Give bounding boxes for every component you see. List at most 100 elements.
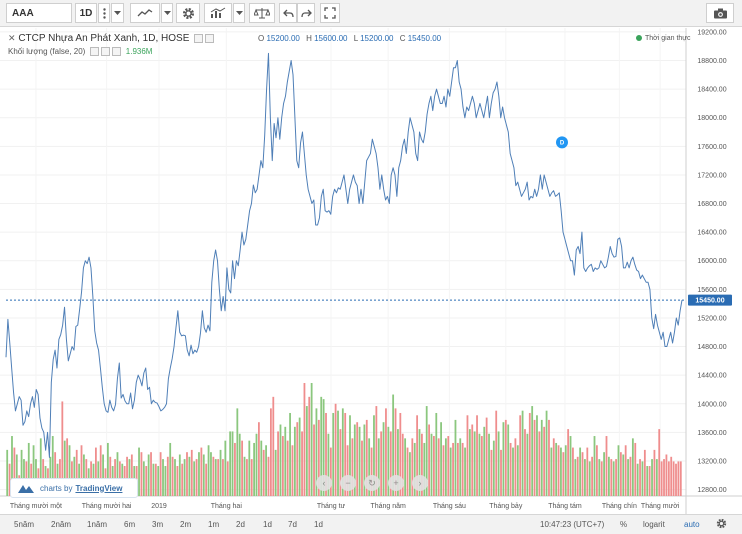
volume-bar xyxy=(198,452,200,496)
reset-chart-button[interactable]: ↻ xyxy=(364,475,380,491)
volume-bar xyxy=(507,424,510,496)
range-2d[interactable]: 2d xyxy=(236,520,245,529)
remove-volume-icon[interactable] xyxy=(111,47,121,57)
indicators-button[interactable] xyxy=(204,3,232,23)
price-tick-label: 19200.00 xyxy=(697,29,726,36)
collapse-legend-icon[interactable]: ✕ xyxy=(8,33,16,43)
range-5y[interactable]: 5năm xyxy=(14,520,35,529)
scroll-left-button[interactable]: ‹ xyxy=(316,475,332,491)
redo-button[interactable] xyxy=(297,3,315,23)
tradingview-link[interactable]: TradingView xyxy=(75,483,123,493)
symbol-search-input[interactable]: AAA xyxy=(6,3,72,23)
volume-bar xyxy=(564,445,567,496)
volume-bar xyxy=(667,461,670,496)
volume-bar xyxy=(651,459,653,496)
volume-bar xyxy=(653,449,656,496)
volume-bar xyxy=(174,459,176,496)
volume-bar xyxy=(454,419,457,496)
volume-bar xyxy=(401,433,404,496)
hide-series-icon[interactable] xyxy=(194,33,204,43)
price-chart[interactable]: 19200.00 18800.00 18400.00 18000.00 17600.00… xyxy=(0,28,742,516)
volume-bar xyxy=(334,403,337,496)
volume-bar xyxy=(346,445,349,496)
range-7d[interactable]: 7d xyxy=(288,520,297,529)
volume-settings-icon[interactable] xyxy=(100,47,110,57)
volume-bar xyxy=(473,431,476,496)
volume-bar xyxy=(183,459,186,496)
minus-icon: − xyxy=(345,478,351,488)
volume-bar xyxy=(404,438,407,496)
volume-bar xyxy=(377,438,380,496)
volume-bar xyxy=(243,456,246,496)
volume-bar xyxy=(356,422,359,496)
volume-bar xyxy=(207,445,210,496)
camera-icon xyxy=(713,8,727,18)
tradingview-branding[interactable]: charts by TradingView xyxy=(10,478,138,498)
interval-button[interactable]: 1D xyxy=(75,3,97,23)
volume-bar xyxy=(629,456,632,496)
volume-bar xyxy=(430,433,433,496)
volume-bar xyxy=(394,408,397,496)
volume-bar xyxy=(234,442,236,496)
chart-style-dropdown-button[interactable] xyxy=(161,3,173,23)
gear-icon[interactable] xyxy=(716,518,727,529)
range-2m[interactable]: 2m xyxy=(180,520,192,529)
volume-bar xyxy=(605,436,608,496)
volume-bar xyxy=(538,431,541,496)
range-2y[interactable]: 2năm xyxy=(51,520,72,529)
interval-dropdown-button[interactable] xyxy=(111,3,124,23)
auto-toggle[interactable]: auto xyxy=(684,520,700,529)
volume-bar xyxy=(399,412,402,496)
volume-bar xyxy=(413,442,416,496)
range-1d-intraday[interactable]: 1d xyxy=(314,520,323,529)
price-tick-label: 16800.00 xyxy=(697,201,726,208)
undo-button[interactable] xyxy=(279,3,297,23)
volume-bar xyxy=(416,415,419,496)
chart-style-button[interactable] xyxy=(130,3,160,23)
volume-bar xyxy=(545,410,548,496)
range-1y[interactable]: 1năm xyxy=(87,520,108,529)
volume-bar xyxy=(459,438,462,496)
range-3m[interactable]: 3m xyxy=(152,520,164,529)
volume-bar xyxy=(634,442,637,496)
chevron-left-icon: ‹ xyxy=(322,478,326,488)
snapshot-button[interactable] xyxy=(706,3,734,23)
volume-bar xyxy=(258,422,260,496)
volume-bar xyxy=(380,431,383,496)
tradingview-logo-icon xyxy=(18,485,34,493)
log-toggle[interactable]: logarit xyxy=(643,520,665,529)
volume-bar xyxy=(543,426,546,496)
volume-bar xyxy=(229,431,232,496)
time-tick-label: 2019 xyxy=(151,503,167,510)
volume-bar xyxy=(344,412,347,496)
compare-button[interactable] xyxy=(249,3,275,23)
volume-bar xyxy=(145,466,148,496)
reset-icon: ↻ xyxy=(368,477,376,488)
volume-bar xyxy=(178,454,181,496)
volume-bar xyxy=(627,459,629,496)
hide-volume-icon[interactable] xyxy=(89,47,99,57)
volume-bar xyxy=(610,459,613,496)
indicators-dropdown-button[interactable] xyxy=(233,3,245,23)
line-chart-icon xyxy=(137,9,153,17)
range-6m[interactable]: 6m xyxy=(124,520,136,529)
volume-bar xyxy=(646,466,649,496)
volume-bar xyxy=(301,431,303,496)
volume-bar xyxy=(557,445,560,496)
zoom-in-button[interactable]: + xyxy=(388,475,404,491)
price-tick-label: 17600.00 xyxy=(697,144,726,151)
range-1d[interactable]: 1d xyxy=(263,520,272,529)
time-tick-label: Tháng hai xyxy=(211,503,243,510)
percent-toggle[interactable]: % xyxy=(620,520,628,529)
volume-bar xyxy=(353,424,356,496)
scroll-right-button[interactable]: › xyxy=(412,475,428,491)
range-1m[interactable]: 1m xyxy=(208,520,220,529)
volume-bar xyxy=(648,466,651,496)
settings-button[interactable] xyxy=(176,3,200,23)
time-tick-label: Tháng mười xyxy=(641,503,680,510)
series-settings-icon[interactable] xyxy=(205,33,215,43)
fullscreen-button[interactable] xyxy=(320,3,340,23)
dividend-marker[interactable]: D xyxy=(556,136,568,149)
zoom-out-button[interactable]: − xyxy=(340,475,356,491)
interval-menu-button[interactable] xyxy=(98,3,110,23)
